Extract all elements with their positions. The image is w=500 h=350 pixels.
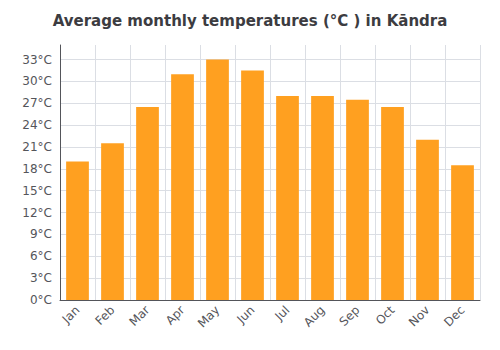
svg-text:24°C: 24°C: [22, 118, 52, 132]
svg-text:Sep: Sep: [337, 303, 363, 329]
svg-text:0°C: 0°C: [30, 293, 52, 307]
svg-text:Jun: Jun: [234, 303, 258, 327]
svg-text:Dec: Dec: [441, 303, 467, 329]
svg-text:Average monthly temperatures (: Average monthly temperatures (°C ) in Kā…: [53, 12, 448, 30]
svg-text:Nov: Nov: [406, 303, 432, 329]
svg-text:12°C: 12°C: [22, 206, 52, 220]
svg-text:21°C: 21°C: [22, 140, 52, 154]
svg-text:Oct: Oct: [373, 303, 398, 328]
svg-text:Mar: Mar: [127, 303, 153, 329]
svg-text:3°C: 3°C: [30, 271, 52, 285]
svg-text:18°C: 18°C: [22, 162, 52, 176]
svg-text:9°C: 9°C: [30, 227, 52, 241]
svg-text:May: May: [195, 303, 222, 330]
svg-text:15°C: 15°C: [22, 184, 52, 198]
svg-text:Aug: Aug: [301, 303, 327, 329]
svg-text:27°C: 27°C: [22, 96, 52, 110]
svg-text:Jan: Jan: [59, 303, 83, 327]
svg-text:Feb: Feb: [93, 303, 118, 328]
svg-text:Jul: Jul: [272, 303, 293, 324]
svg-text:30°C: 30°C: [22, 74, 52, 88]
svg-text:33°C: 33°C: [22, 53, 52, 67]
svg-text:Apr: Apr: [163, 303, 188, 328]
svg-text:6°C: 6°C: [30, 249, 52, 263]
